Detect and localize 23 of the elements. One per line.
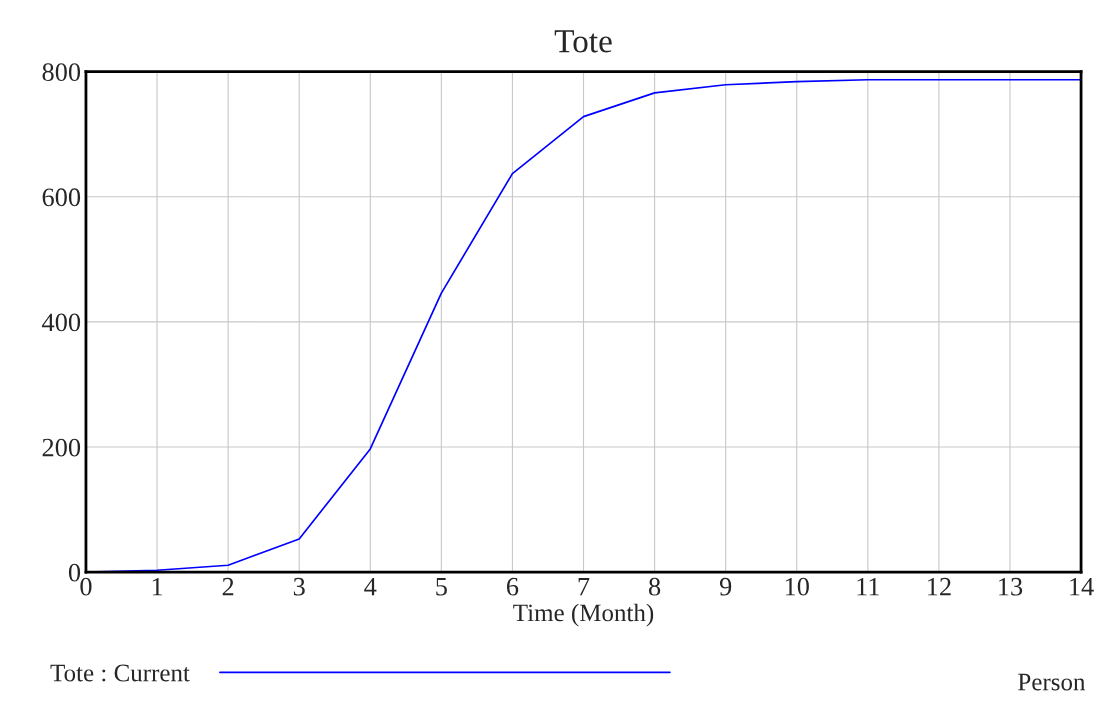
x-tick-label: 7: [578, 578, 590, 596]
y-tick-label: 600: [42, 188, 81, 207]
x-axis-title: Time (Month): [513, 603, 654, 627]
x-tick-label: 12: [928, 577, 951, 596]
x-tick-label: 10: [785, 577, 809, 596]
y-tick-label: 200: [42, 438, 81, 457]
x-tick-label: 11: [857, 577, 879, 596]
x-tick-label: 2: [222, 577, 234, 596]
chart-title: Tote: [554, 30, 612, 53]
x-tick-label: 13: [999, 577, 1023, 596]
text: Tote : Current: [50, 664, 190, 682]
x-tick-label: 5: [436, 578, 447, 596]
y-tick-label: 0: [68, 563, 81, 582]
x-tick-label: 4: [364, 577, 377, 596]
x-tick-label: 3: [293, 577, 305, 596]
x-tick-label: 1: [152, 577, 163, 596]
x-tick-label: 8: [649, 577, 661, 596]
text: Person: [1018, 673, 1086, 691]
y-tick-label: 800: [42, 63, 81, 82]
y-tick-label: 400: [42, 313, 81, 332]
x-tick-label: 6: [506, 577, 519, 596]
x-tick-label: 9: [719, 577, 732, 596]
x-tick-label: 14: [1070, 577, 1094, 596]
